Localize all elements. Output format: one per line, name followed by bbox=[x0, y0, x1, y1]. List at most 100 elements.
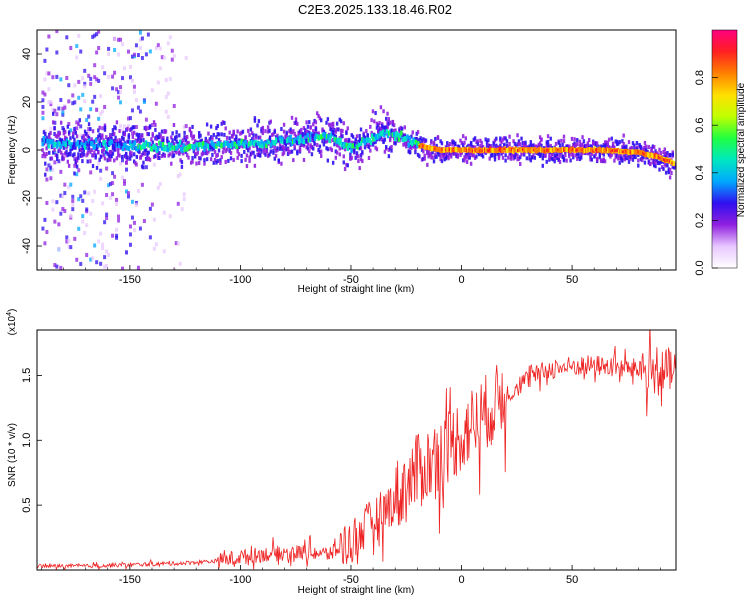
heatmap-cell bbox=[548, 145, 551, 150]
heatmap-cell bbox=[176, 241, 180, 246]
heatmap-cell bbox=[152, 154, 156, 159]
heatmap-cell bbox=[42, 141, 46, 146]
heatmap-cell bbox=[126, 126, 129, 131]
heatmap-cell bbox=[135, 139, 139, 144]
heatmap-cell bbox=[41, 90, 45, 95]
heatmap-cell bbox=[638, 150, 641, 156]
heatmap-cell bbox=[87, 127, 91, 132]
heatmap-cell bbox=[95, 77, 99, 82]
heatmap-cell bbox=[566, 144, 570, 149]
heatmap-cell bbox=[355, 151, 359, 156]
heatmap-cell bbox=[103, 71, 107, 76]
x-tick-label: -100 bbox=[229, 574, 251, 586]
heatmap-cell bbox=[180, 141, 184, 146]
heatmap-cell bbox=[237, 152, 241, 157]
heatmap-cell bbox=[546, 134, 550, 139]
heatmap-cell bbox=[171, 131, 174, 136]
heatmap-cell bbox=[363, 140, 367, 146]
colorbar-tick-label: 0.8 bbox=[694, 70, 706, 85]
heatmap-cell bbox=[197, 130, 201, 135]
heatmap-cell bbox=[143, 126, 146, 131]
heatmap-cell bbox=[298, 145, 302, 150]
heatmap-cell bbox=[630, 155, 633, 160]
heatmap-cell bbox=[381, 124, 384, 129]
heatmap-cell bbox=[97, 116, 101, 121]
heatmap-cell bbox=[95, 165, 99, 170]
heatmap-cell bbox=[330, 122, 334, 127]
heatmap-cell bbox=[255, 142, 258, 148]
heatmap-cell bbox=[81, 135, 84, 140]
heatmap-cell bbox=[366, 143, 369, 148]
heatmap-cell bbox=[558, 159, 562, 164]
heatmap-cell bbox=[187, 144, 190, 150]
heatmap-cell bbox=[134, 43, 138, 48]
heatmap-cell bbox=[366, 133, 369, 138]
heatmap-cell bbox=[113, 146, 116, 152]
heatmap-cell bbox=[149, 146, 153, 152]
heatmap-cell bbox=[430, 140, 433, 145]
heatmap-cell bbox=[94, 155, 97, 160]
heatmap-cell bbox=[392, 131, 396, 137]
heatmap-cell bbox=[248, 155, 251, 160]
heatmap-cell bbox=[70, 146, 74, 151]
heatmap-cell bbox=[276, 146, 279, 151]
heatmap-cell bbox=[197, 156, 201, 161]
heatmap-cell bbox=[476, 147, 480, 153]
x-tick-label: 0 bbox=[458, 574, 464, 586]
heatmap-cell bbox=[110, 140, 114, 146]
heatmap-cell bbox=[589, 147, 593, 153]
heatmap-cell bbox=[391, 122, 395, 127]
heatmap-cell bbox=[128, 116, 132, 121]
heatmap-cell bbox=[589, 155, 592, 160]
heatmap-cell bbox=[96, 143, 99, 149]
heatmap-cell bbox=[473, 148, 476, 154]
heatmap-cell bbox=[162, 138, 165, 143]
heatmap-cell bbox=[164, 94, 168, 99]
heatmap-cell bbox=[123, 132, 127, 137]
heatmap-cell bbox=[442, 151, 445, 156]
heatmap-cell bbox=[419, 143, 423, 149]
heatmap-cell bbox=[45, 177, 49, 182]
heatmap-cell bbox=[83, 99, 87, 104]
heatmap-cell bbox=[308, 149, 311, 154]
heatmap-cell bbox=[564, 153, 567, 158]
heatmap-cell bbox=[62, 127, 66, 132]
heatmap-cell bbox=[335, 127, 339, 132]
heatmap-cell bbox=[140, 164, 144, 169]
heatmap-cell bbox=[622, 153, 625, 158]
heatmap-cell bbox=[103, 139, 106, 145]
heatmap-cell bbox=[73, 163, 77, 168]
heatmap-cell bbox=[99, 168, 103, 173]
heatmap-cell bbox=[49, 156, 52, 161]
heatmap-cell bbox=[446, 147, 449, 153]
heatmap-cell bbox=[168, 77, 172, 82]
heatmap-cell bbox=[41, 110, 45, 115]
heatmap-cell bbox=[524, 140, 527, 145]
heatmap-cell bbox=[455, 154, 458, 159]
heatmap-cell bbox=[294, 117, 298, 122]
heatmap-cell bbox=[489, 153, 493, 158]
heatmap-cell bbox=[334, 134, 338, 139]
heatmap-cell bbox=[321, 128, 324, 133]
heatmap-cell bbox=[665, 157, 668, 163]
heatmap-cell bbox=[97, 128, 100, 133]
heatmap-cell bbox=[162, 249, 166, 254]
heatmap-cell bbox=[472, 153, 475, 158]
heatmap-cell bbox=[105, 263, 109, 268]
heatmap-cell bbox=[607, 137, 611, 142]
heatmap-cell bbox=[234, 143, 238, 149]
heatmap-cell bbox=[193, 144, 196, 150]
heatmap-cell bbox=[578, 143, 582, 148]
heatmap-cell bbox=[390, 133, 393, 138]
heatmap-cell bbox=[589, 144, 592, 149]
heatmap-cell bbox=[404, 144, 408, 149]
heatmap-cell bbox=[473, 155, 477, 160]
heatmap-cell bbox=[280, 136, 284, 142]
heatmap-cell bbox=[471, 153, 474, 158]
heatmap-cell bbox=[263, 141, 267, 147]
heatmap-cell bbox=[159, 141, 162, 147]
heatmap-cell bbox=[617, 141, 620, 146]
heatmap-cell bbox=[463, 158, 466, 163]
heatmap-cell bbox=[43, 241, 47, 246]
heatmap-cell bbox=[313, 118, 316, 123]
